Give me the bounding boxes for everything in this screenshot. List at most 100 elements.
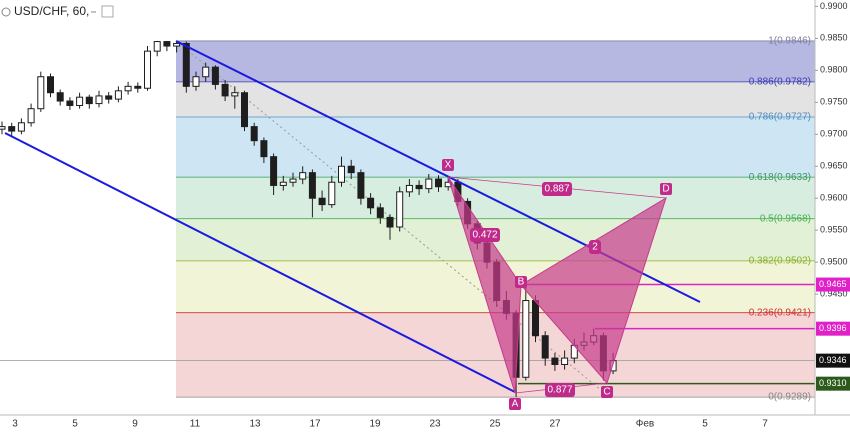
pattern-labels: 1(0.9846) 0.886(0.9782) 0.786(0.9727) 0.618… [442, 36, 811, 410]
candle-body [299, 172, 307, 180]
candle-body [308, 172, 316, 199]
x-tick-label: 11 [190, 419, 201, 430]
header: USD/CHF, 60, [1, 4, 114, 18]
fib-band [176, 40, 815, 82]
candle-body [8, 126, 16, 132]
y-tick-label: 0.9900 [820, 1, 848, 11]
price-tag [816, 277, 850, 292]
price-tag-label: 0.9346 [819, 355, 847, 365]
pattern-ratio: 0.887 [544, 184, 569, 195]
fib-label: 0(0.9289) [768, 392, 811, 403]
pattern-point: X [445, 160, 452, 171]
candle-body [551, 357, 559, 365]
candle-body [522, 300, 530, 378]
y-tick-label: 0.9650 [820, 161, 848, 171]
pattern-ratio: 0.877 [547, 385, 572, 396]
x-tick-label: 19 [369, 419, 381, 430]
candle-body [134, 85, 142, 89]
price-tag-label: 0.9310 [819, 378, 847, 388]
y-tick-label: 0.9850 [820, 33, 848, 43]
candle-body [47, 76, 54, 94]
candle-body [357, 172, 365, 199]
pattern-ratio-bg [545, 383, 575, 397]
candle-body [289, 178, 297, 183]
candle-body [338, 165, 345, 183]
candle-body [396, 191, 404, 228]
candle-body [415, 184, 423, 190]
candle-body [250, 126, 258, 142]
candle-body [114, 90, 122, 100]
candle-body [435, 178, 442, 188]
pattern-point: D [662, 184, 669, 195]
candle-body [153, 41, 161, 52]
candle-body [231, 92, 239, 97]
price-tag-label: 0.9396 [819, 323, 847, 333]
y-tick-label: 0.9700 [820, 129, 848, 139]
price-tag [816, 376, 850, 391]
pattern-point-bg [442, 159, 454, 171]
candle-body [17, 122, 25, 132]
fib-label: 0.886(0.9782) [749, 76, 811, 87]
x-tick-label: Фев [636, 419, 654, 430]
candle-body [367, 197, 375, 209]
candle-body [163, 41, 171, 47]
fib-label: 0.618(0.9633) [749, 172, 811, 183]
pattern-ratio-bg [542, 182, 572, 196]
candle-body [173, 42, 181, 47]
x-tick-label: 5 [72, 419, 78, 430]
fib-band [176, 117, 815, 178]
candle-body [221, 83, 229, 97]
fib-label: 0.382(0.9502) [749, 256, 811, 267]
pattern-point-bg [660, 183, 672, 195]
pattern-point: A [512, 399, 519, 410]
fib-label: 0.5(0.9568) [760, 213, 811, 224]
pattern-point: C [603, 387, 610, 398]
candle-body [318, 197, 326, 206]
candle-body [386, 216, 394, 228]
y-tick-label: 0.9550 [820, 225, 848, 235]
price-tag [816, 353, 850, 368]
candle-body [328, 181, 336, 206]
header-icon [1, 7, 11, 17]
x-tick-label: 17 [309, 419, 321, 430]
pattern-point-bg [515, 276, 527, 288]
candle-body [56, 92, 64, 102]
fib-label: 0.236(0.9421) [749, 307, 811, 318]
fib-band [176, 81, 815, 118]
pattern-ratio: 0.472 [472, 230, 497, 241]
candle-body [347, 165, 355, 174]
candle-body [405, 184, 413, 193]
pattern-point-bg [601, 386, 613, 398]
candle-body [241, 92, 248, 128]
x-tick-label: 3 [12, 419, 18, 430]
x-tick-label: 13 [249, 419, 261, 430]
pattern-ratio: 2 [592, 242, 598, 253]
candle-body [182, 42, 190, 87]
candle-body [260, 140, 268, 158]
fib-label: 0.786(0.9727) [749, 112, 811, 123]
symbol-title: USD/CHF, 60, [14, 4, 89, 18]
axes: 0.9900 0.9850 0.9800 0.9750 0.9700 0.9650 0.96… [12, 1, 850, 430]
y-tick-label: 0.9450 [820, 289, 848, 299]
y-tick-label: 0.9500 [820, 257, 848, 267]
candle-body [376, 207, 384, 218]
candle-body [279, 181, 287, 186]
candle-body [95, 95, 103, 105]
x-tick-label: 5 [702, 419, 708, 430]
pattern-point: B [518, 277, 525, 288]
candle-body [66, 100, 74, 107]
pattern-ratio-bg [470, 228, 500, 242]
y-tick-label: 0.9750 [820, 97, 848, 107]
header-box [101, 5, 114, 18]
x-tick-label: 23 [429, 419, 441, 430]
candle-body [76, 96, 84, 107]
x-tick-label: 27 [549, 419, 561, 430]
y-tick-label: 0.9800 [820, 65, 848, 75]
candle-body [425, 178, 433, 190]
candle-body [532, 300, 539, 337]
pattern-ratio-bg [589, 240, 601, 254]
candle-body [541, 335, 549, 359]
candle-body [0, 126, 6, 130]
candle-body [27, 108, 35, 124]
candle-body [37, 76, 45, 110]
